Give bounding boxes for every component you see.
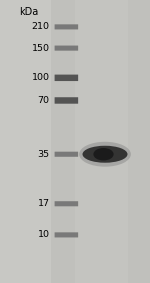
Text: 100: 100 [32, 73, 50, 82]
FancyBboxPatch shape [55, 97, 78, 104]
Text: 150: 150 [32, 44, 50, 53]
FancyBboxPatch shape [55, 201, 78, 206]
Text: 10: 10 [38, 230, 50, 239]
Bar [51, 0, 150, 283]
Text: 70: 70 [38, 96, 50, 105]
FancyBboxPatch shape [55, 24, 78, 29]
Ellipse shape [82, 146, 128, 163]
Ellipse shape [93, 148, 114, 160]
Text: 210: 210 [32, 22, 50, 31]
FancyBboxPatch shape [55, 75, 78, 81]
Text: 17: 17 [38, 199, 50, 208]
Text: 35: 35 [37, 150, 50, 159]
Bar [75, 0, 128, 283]
Text: kDa: kDa [20, 7, 39, 17]
Ellipse shape [79, 142, 131, 167]
FancyBboxPatch shape [55, 152, 78, 157]
FancyBboxPatch shape [55, 232, 78, 237]
FancyBboxPatch shape [55, 46, 78, 51]
